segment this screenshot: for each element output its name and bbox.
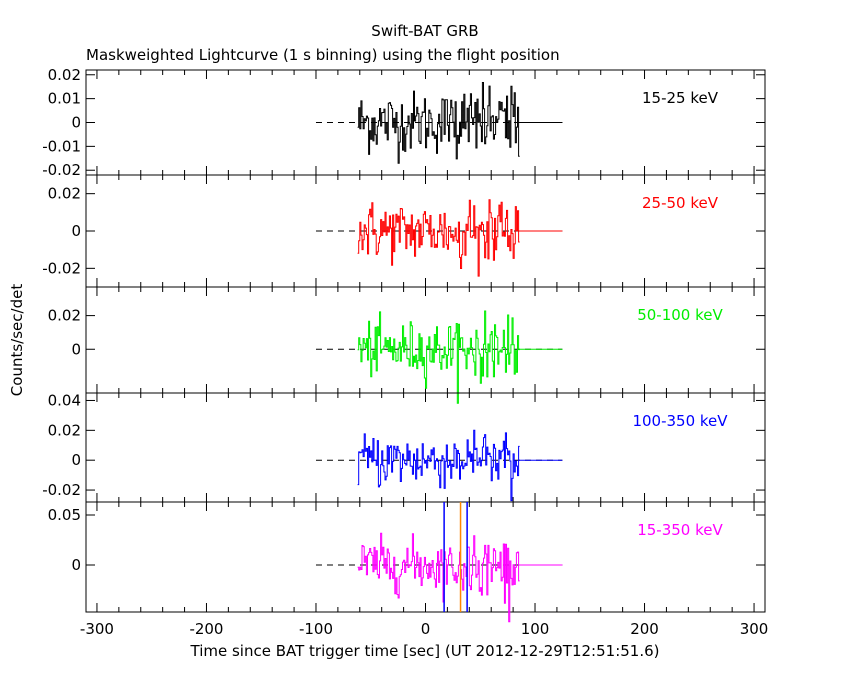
panels-group: -0.02 -0.01 0 0.01 0.02 15-25 keV -0.02 0 0.02 25… bbox=[42, 66, 768, 638]
y-tick-label: 0 bbox=[71, 114, 81, 132]
lightcurve-trace bbox=[357, 429, 520, 502]
band-label: 15-350 keV bbox=[637, 521, 723, 539]
y-tick-label: 0 bbox=[71, 340, 81, 358]
panel-50-100-kev: 0 0.02 50-100 keV bbox=[48, 286, 766, 404]
band-label: 50-100 keV bbox=[637, 306, 723, 324]
x-tick-label: 300 bbox=[740, 620, 769, 638]
panel-15-350-kev: 0 0.05 15-350 keV bbox=[48, 501, 766, 623]
lightcurve-trace bbox=[357, 310, 520, 404]
lightcurve-trace bbox=[357, 199, 520, 277]
chart-subtitle: Maskweighted Lightcurve (1 s binning) us… bbox=[86, 46, 560, 64]
y-tick-label: 0.02 bbox=[48, 185, 81, 203]
x-tick-label: -200 bbox=[189, 620, 223, 638]
y-tick-label: -0.01 bbox=[42, 137, 81, 155]
x-tick-label: -100 bbox=[299, 620, 333, 638]
panel-frame bbox=[85, 286, 766, 394]
y-axis-label: Counts/sec/det bbox=[8, 284, 26, 397]
y-tick-label: -0.02 bbox=[42, 259, 81, 277]
y-tick-label: 0.02 bbox=[48, 66, 81, 84]
band-label: 100-350 keV bbox=[632, 412, 728, 430]
panel-25-50-kev: -0.02 0 0.02 25-50 keV bbox=[42, 174, 766, 288]
x-tick-label: -300 bbox=[80, 620, 114, 638]
panel-frame bbox=[85, 392, 766, 503]
chart-title: Swift-BAT GRB bbox=[371, 22, 478, 40]
x-axis-label: Time since BAT trigger time [sec] (UT 20… bbox=[190, 642, 660, 660]
y-tick-label: 0 bbox=[71, 222, 81, 240]
x-tick-label: 100 bbox=[521, 620, 550, 638]
lightcurve-trace bbox=[357, 532, 520, 623]
panel-100-350-kev: -0.02 0 0.02 0.04 100-350 keV bbox=[42, 391, 766, 503]
panel-frame bbox=[85, 174, 766, 288]
y-tick-label: -0.02 bbox=[42, 481, 81, 499]
y-tick-label: -0.02 bbox=[42, 161, 81, 179]
panel-15-25-kev: -0.02 -0.01 0 0.01 0.02 15-25 keV bbox=[42, 66, 766, 179]
lightcurve-trace bbox=[357, 82, 520, 164]
band-label: 15-25 keV bbox=[642, 89, 719, 107]
y-tick-label: 0.05 bbox=[48, 506, 81, 524]
y-tick-label: 0.04 bbox=[48, 391, 81, 409]
y-tick-label: 0.01 bbox=[48, 90, 81, 108]
y-tick-label: 0 bbox=[71, 451, 81, 469]
x-tick-label: 200 bbox=[630, 620, 659, 638]
y-tick-label: 0.02 bbox=[48, 307, 81, 325]
y-tick-label: 0 bbox=[71, 556, 81, 574]
band-label: 25-50 keV bbox=[642, 194, 719, 212]
y-tick-label: 0.02 bbox=[48, 421, 81, 439]
x-tick-label: 0 bbox=[421, 620, 431, 638]
